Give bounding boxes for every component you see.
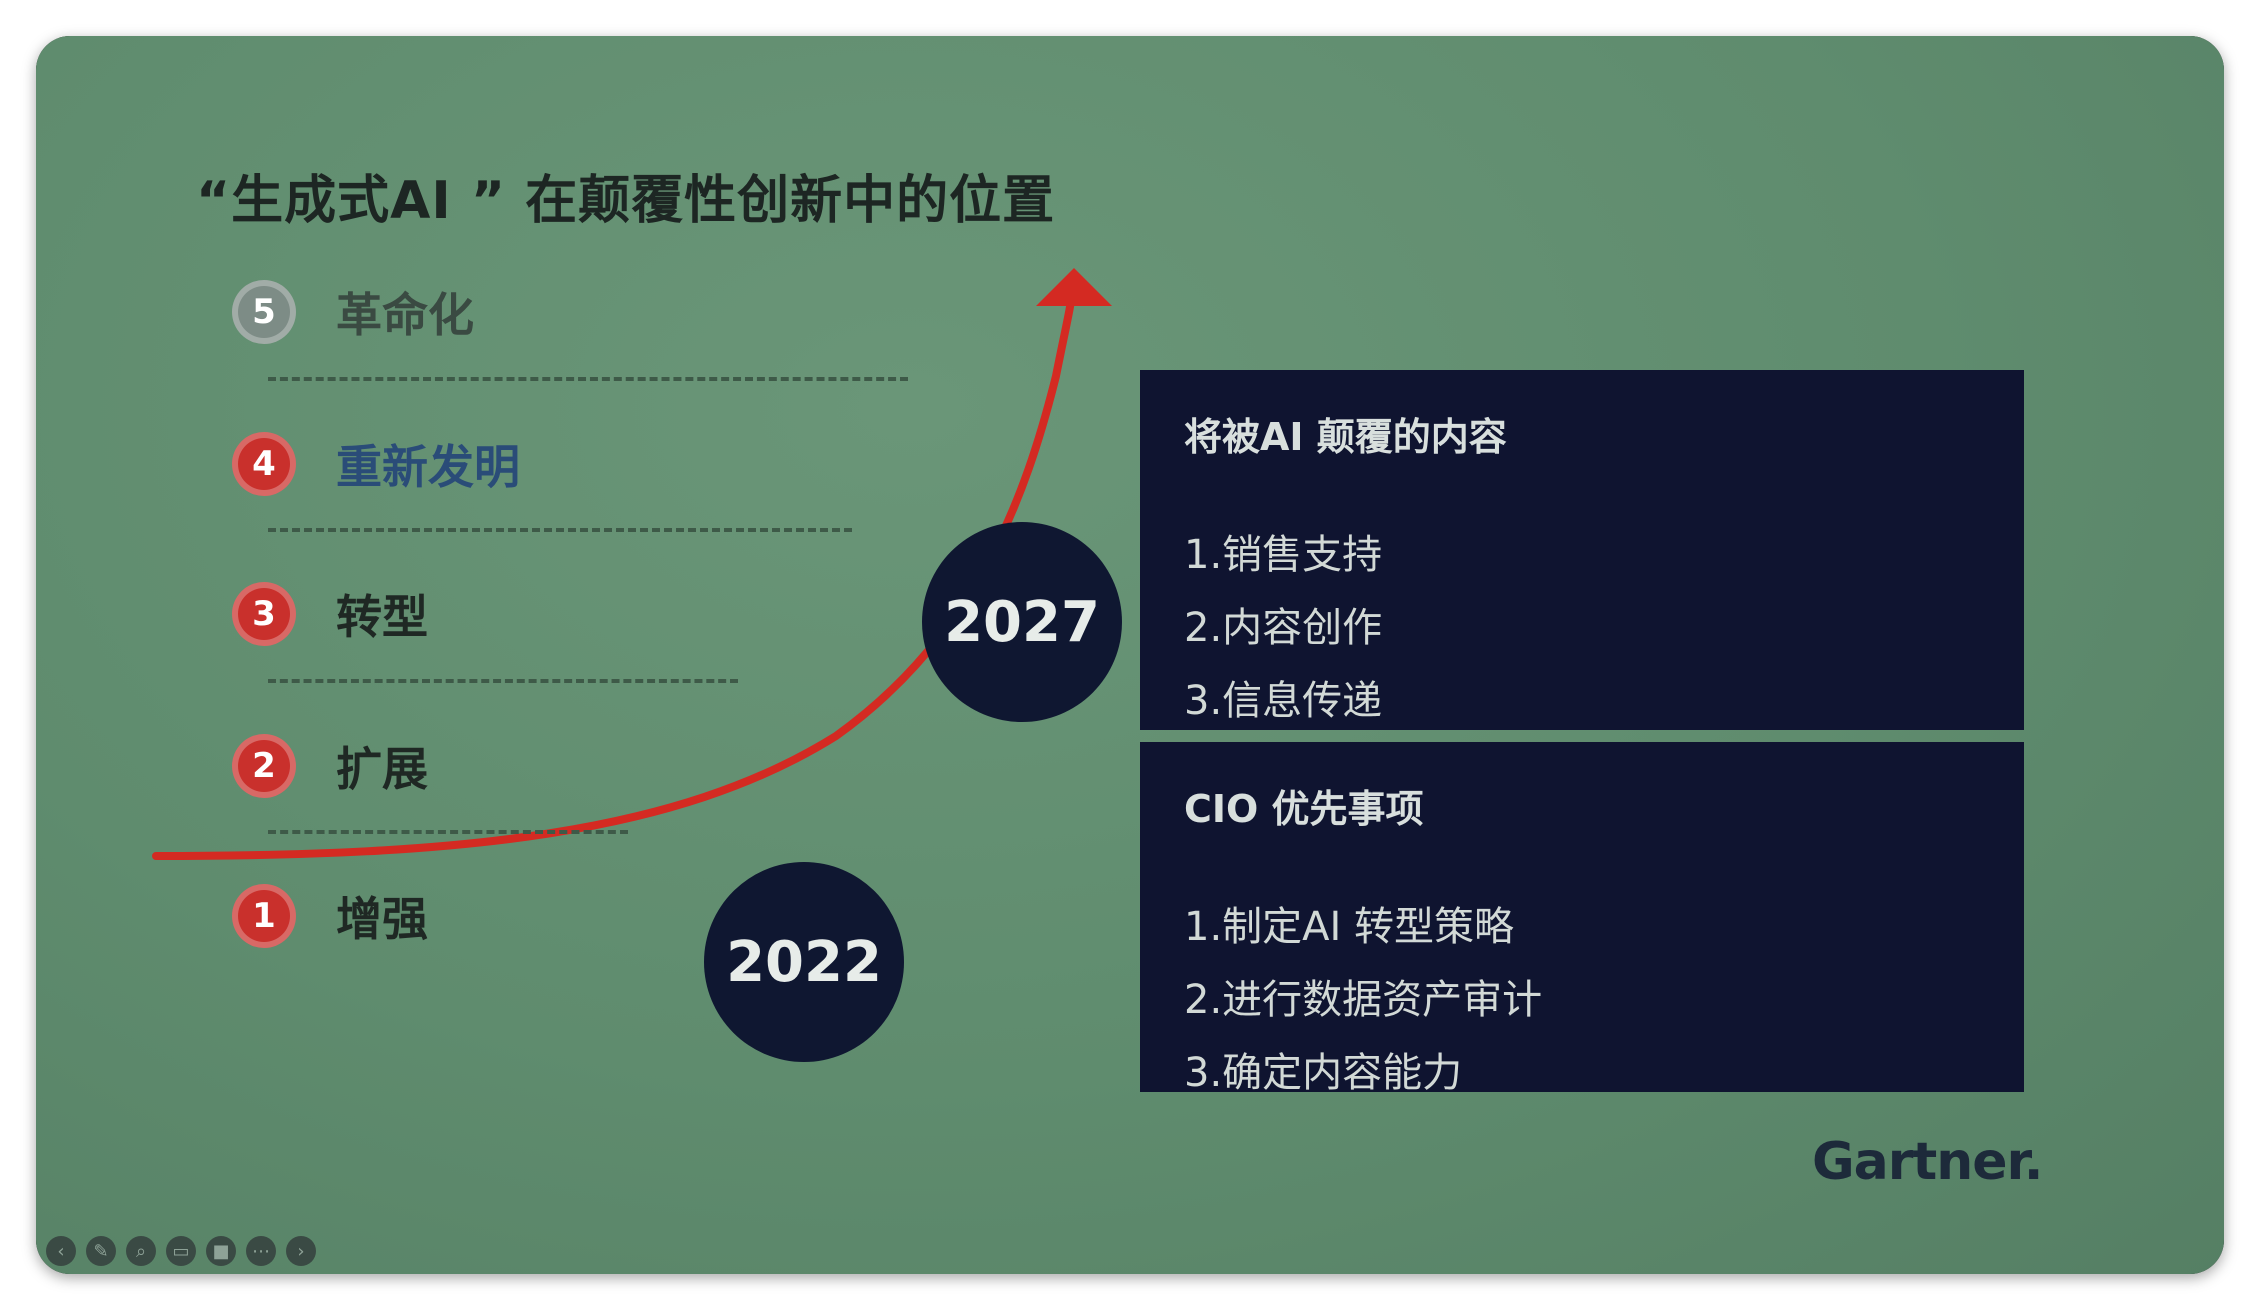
stage-5: 5 革命化 — [232, 276, 474, 348]
stage-badge: 1 — [232, 884, 296, 948]
growth-curve — [152, 268, 1112, 860]
stage-3: 3 转型 — [232, 578, 428, 650]
stage-2: 2 扩展 — [232, 730, 428, 802]
stage-badge: 2 — [232, 734, 296, 798]
zoom-icon[interactable]: ⌕ — [126, 1236, 156, 1266]
disrupted-content-panel: 将被AI 颠覆的内容 1.销售支持 2.内容创作 3.信息传递 — [1140, 370, 2024, 730]
stage-label: 革命化 — [336, 288, 474, 342]
stage-1: 1 增强 — [232, 880, 428, 952]
panel-item: 2.进行数据资产审计 — [1184, 977, 1543, 1023]
panel-title: CIO 优先事项 — [1184, 787, 1424, 831]
more-icon[interactable]: ⋯ — [246, 1236, 276, 1266]
panel-item: 1.制定AI 转型策略 — [1184, 904, 1515, 950]
subtitles-icon[interactable]: ▭ — [166, 1236, 196, 1266]
stage-badge: 5 — [232, 280, 296, 344]
arrow-head-icon — [1036, 268, 1112, 306]
panel-item: 1.销售支持 — [1184, 532, 1383, 578]
stage-label: 重新发明 — [336, 440, 520, 494]
curve-line — [152, 288, 1076, 860]
stage-badge: 3 — [232, 582, 296, 646]
prev-icon[interactable]: ‹ — [46, 1236, 76, 1266]
slide: “生成式AI ” 在颠覆性创新中的位置 5 革命化 4 重新发明 3 转型 2 … — [36, 36, 2224, 1274]
next-icon[interactable]: › — [286, 1236, 316, 1266]
pen-icon[interactable]: ✎ — [86, 1236, 116, 1266]
panel-item: 3.信息传递 — [1184, 678, 1383, 724]
panel-item: 3.确定内容能力 — [1184, 1050, 1463, 1096]
stage-4: 4 重新发明 — [232, 428, 520, 500]
divider — [268, 830, 628, 834]
presentation-toolbar: ‹ ✎ ⌕ ▭ ■ ⋯ › — [46, 1236, 316, 1266]
stage-badge: 4 — [232, 432, 296, 496]
stage-label: 扩展 — [336, 742, 428, 796]
year-2027-circle: 2027 — [922, 522, 1122, 722]
stage-label: 转型 — [336, 590, 428, 644]
divider — [268, 528, 852, 532]
year-2022-circle: 2022 — [704, 862, 904, 1062]
presentation-window: “生成式AI ” 在颠覆性创新中的位置 5 革命化 4 重新发明 3 转型 2 … — [36, 36, 2224, 1274]
divider — [268, 679, 738, 683]
panel-item: 2.内容创作 — [1184, 605, 1383, 651]
cio-priorities-panel: CIO 优先事项 1.制定AI 转型策略 2.进行数据资产审计 3.确定内容能力 — [1140, 742, 2024, 1096]
panel-title: 将被AI 颠覆的内容 — [1184, 415, 1507, 459]
video-icon[interactable]: ■ — [206, 1236, 236, 1266]
gartner-logo: Gartner. — [1812, 1132, 2044, 1192]
divider — [268, 377, 908, 381]
slide-title: “生成式AI ” 在颠覆性创新中的位置 — [196, 171, 1056, 231]
stage-label: 增强 — [336, 892, 428, 946]
